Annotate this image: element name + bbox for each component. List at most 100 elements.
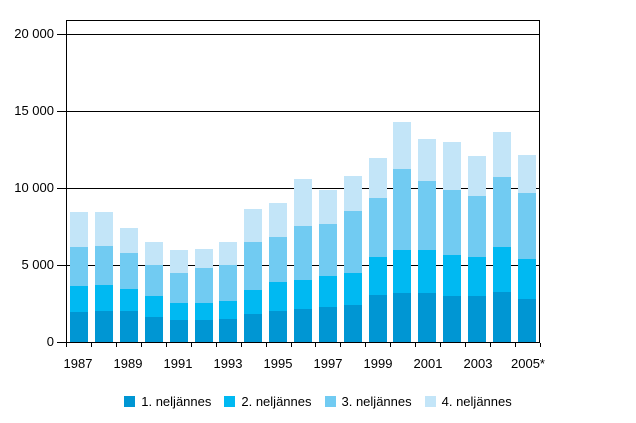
bar-2001 [418,139,436,342]
bar-segment-q3 [443,190,461,255]
bar-segment-q4 [120,228,138,253]
legend-item-q1: 1. neljännes [124,394,211,409]
bar-segment-q4 [468,156,486,196]
bar-segment-q1 [145,317,163,342]
bar-segment-q1 [269,311,287,342]
x-axis-tick [465,343,466,347]
bar-segment-q2 [319,276,337,307]
bar-1992 [195,249,213,342]
bar-2000 [393,122,411,342]
x-axis-tick [490,343,491,347]
gridline [67,111,539,112]
x-axis-tick [91,343,92,347]
bar-segment-q3 [319,224,337,276]
bar-segment-q4 [518,155,536,193]
x-axis-label: 1989 [113,356,143,371]
bar-1989 [120,228,138,342]
bar-1997 [319,190,337,342]
bar-1988 [95,212,113,342]
bar-segment-q3 [468,196,486,257]
bar-segment-q1 [344,305,362,342]
y-axis-label: 20 000 [14,26,54,41]
bar-1990 [145,242,163,342]
bar-1993 [219,242,237,342]
bar-segment-q2 [393,250,411,293]
y-axis-tick [57,265,66,266]
x-axis-label: 1997 [313,356,343,371]
x-axis-label: 1999 [363,356,393,371]
bar-segment-q1 [170,320,188,342]
bar-1987 [70,212,88,342]
bar-segment-q1 [443,296,461,342]
bar-segment-q3 [518,193,536,259]
x-axis-label: 1991 [163,356,193,371]
legend-swatch-q3 [324,396,336,407]
bar-segment-q3 [219,265,237,301]
bar-segment-q3 [294,226,312,280]
bar-segment-q4 [443,142,461,190]
x-axis-tick [440,343,441,347]
bar-segment-q2 [468,257,486,296]
x-axis-label: 2001 [413,356,443,371]
bar-segment-q3 [244,242,262,290]
bar-segment-q2 [70,286,88,312]
x-axis-tick [241,343,242,347]
bar-segment-q4 [244,209,262,242]
y-axis-tick [57,34,66,35]
bar-segment-q3 [344,211,362,273]
legend-swatch-q4 [424,396,436,407]
bar-segment-q2 [518,259,536,299]
bar-segment-q4 [170,250,188,273]
bar-segment-q1 [393,293,411,342]
legend-swatch-q1 [124,396,136,407]
y-axis-label: 0 [46,334,54,349]
bar-segment-q1 [369,295,387,342]
bar-segment-q3 [418,181,436,250]
legend-item-q2: 2. neljännes [224,394,312,409]
bar-segment-q1 [294,309,312,342]
bar-segment-q2 [294,280,312,309]
bar-segment-q2 [95,285,113,311]
x-axis-tick [365,343,366,347]
bar-segment-q3 [145,265,163,296]
bar-segment-q2 [195,303,213,320]
x-axis-label: 1993 [213,356,243,371]
bar-segment-q1 [319,307,337,342]
bar-segment-q4 [70,212,88,247]
bar-1994 [244,209,262,342]
legend-label: 4. neljännes [441,394,512,409]
x-axis-label: 1987 [63,356,93,371]
bar-segment-q1 [244,314,262,342]
bar-1999 [369,158,387,342]
bar-segment-q3 [195,268,213,303]
x-axis-tick [191,343,192,347]
x-axis-tick [266,343,267,347]
x-axis-tick [415,343,416,347]
bar-segment-q3 [170,273,188,303]
bar-segment-q2 [120,289,138,311]
bar-segment-q4 [145,242,163,265]
bar-segment-q2 [219,301,237,319]
bar-segment-q3 [393,169,411,250]
legend-label: 2. neljännes [241,394,312,409]
y-axis-label: 15 000 [14,103,54,118]
x-axis-tick [340,343,341,347]
bar-segment-q2 [170,303,188,320]
bar-1995 [269,203,287,342]
bar-1991 [170,250,188,342]
legend-label: 1. neljännes [141,394,212,409]
x-axis-tick [390,343,391,347]
x-axis-tick [540,343,541,347]
gridline [67,34,539,35]
bar-segment-q4 [493,132,511,177]
bar-segment-q4 [418,139,436,181]
bar-segment-q3 [95,246,113,285]
bar-segment-q4 [294,179,312,226]
legend-item-q3: 3. neljännes [324,394,412,409]
bar-segment-q1 [195,320,213,342]
bar-segment-q1 [468,296,486,342]
x-axis-label: 2005* [511,356,545,371]
bar-segment-q2 [418,250,436,293]
bar-segment-q4 [95,212,113,246]
x-axis-tick [141,343,142,347]
